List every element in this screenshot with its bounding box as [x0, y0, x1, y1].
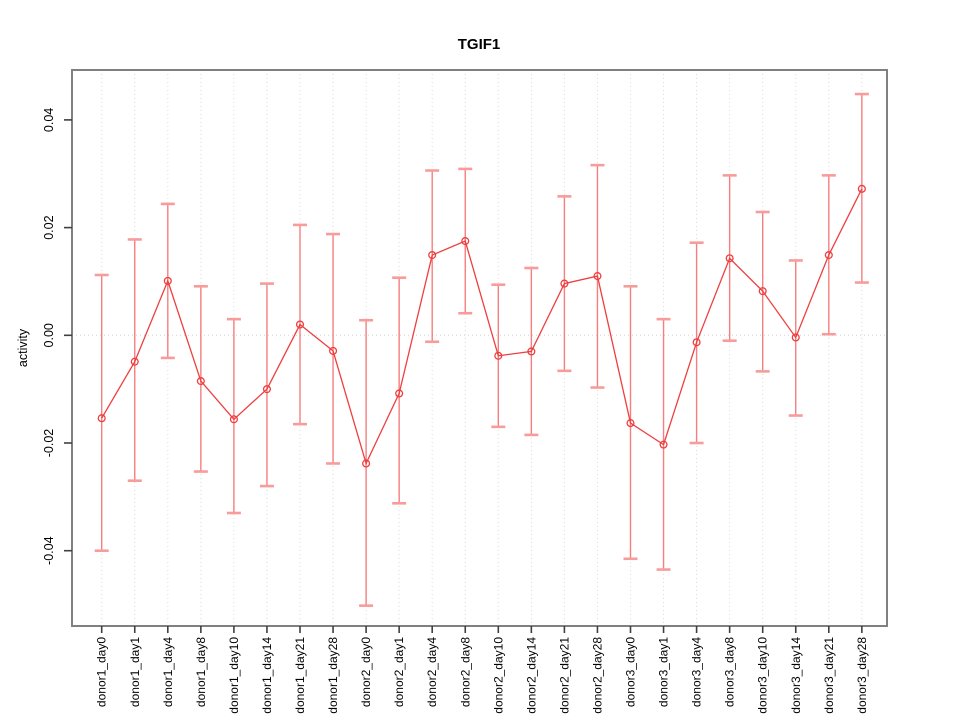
data-point: [163, 276, 172, 285]
y-tick-label: 0.04: [42, 108, 56, 132]
x-tick-label: donor3_day1: [657, 637, 671, 707]
data-point: [527, 347, 536, 356]
x-tick-label: donor3_day0: [624, 637, 638, 707]
data-point: [362, 459, 371, 468]
data-point: [461, 237, 470, 246]
data-point: [593, 272, 602, 281]
data-point: [857, 184, 866, 193]
x-tick-label: donor2_day0: [359, 637, 373, 707]
x-tick-label: donor1_day28: [326, 637, 340, 714]
x-tick-label: donor1_day4: [161, 637, 175, 707]
plot-border-group: [71, 69, 888, 627]
data-point: [328, 346, 338, 355]
data-point: [560, 279, 569, 288]
series-line-group: [101, 188, 863, 466]
x-tick-label: donor2_day1: [392, 637, 406, 707]
x-tick-label: donor1_day10: [227, 637, 241, 714]
y-axis-label: activity: [16, 328, 30, 367]
x-tick-label: donor2_day4: [425, 637, 439, 707]
x-tick-label: donor2_day28: [590, 637, 604, 714]
data-point: [758, 287, 767, 296]
y-tick-label: -0.04: [42, 536, 56, 565]
data-point: [428, 251, 437, 260]
chart-title: TGIF1: [458, 36, 501, 53]
x-tick-label: donor3_day14: [789, 637, 803, 714]
x-tick-label: donor1_day21: [293, 637, 307, 714]
data-point: [494, 351, 503, 360]
x-tick-label: donor2_day10: [491, 637, 505, 714]
y-tick-label: 0.00: [42, 323, 56, 347]
x-tick-label: donor2_day14: [524, 637, 538, 714]
x-tick-label: donor1_day1: [128, 637, 142, 707]
y-tick-label: 0.02: [42, 215, 56, 239]
x-tick-label: donor2_day8: [458, 637, 472, 707]
x-tick-label: donor1_day8: [194, 637, 208, 707]
gridlines: [101, 70, 863, 626]
data-point: [262, 385, 272, 394]
x-tick-label: donor1_day0: [95, 637, 109, 707]
data-point: [196, 377, 205, 386]
x-tick-label: donor1_day14: [260, 637, 274, 714]
data-point: [659, 440, 668, 449]
x-tick-label: donor3_day28: [855, 637, 869, 714]
data-point: [725, 254, 734, 263]
data-point: [229, 415, 238, 424]
y-tick-label: -0.02: [42, 429, 56, 458]
data-point: [626, 419, 635, 428]
series-line: [101, 188, 863, 466]
plot-border: [71, 69, 888, 627]
data-point: [97, 414, 106, 423]
data-point: [395, 389, 404, 398]
error-bars: [94, 92, 869, 607]
x-tick-label: donor2_day21: [557, 637, 571, 714]
data-point: [130, 357, 139, 366]
x-tick-label: donor3_day8: [723, 637, 737, 707]
data-point: [824, 251, 833, 260]
x-tick-label: donor3_day21: [822, 637, 836, 714]
data-point: [295, 320, 305, 329]
data-points: [97, 184, 866, 468]
x-axis: donor1_day0 donor1_day1 donor1_day4 donor1_…: [95, 626, 869, 714]
y-axis: 0.04 0.02 0.00 -0.02 -0.04: [42, 108, 72, 565]
data-point: [791, 333, 800, 342]
x-tick-label: donor3_day4: [690, 637, 704, 707]
x-tick-label: donor3_day10: [756, 637, 770, 714]
data-point: [692, 338, 701, 347]
